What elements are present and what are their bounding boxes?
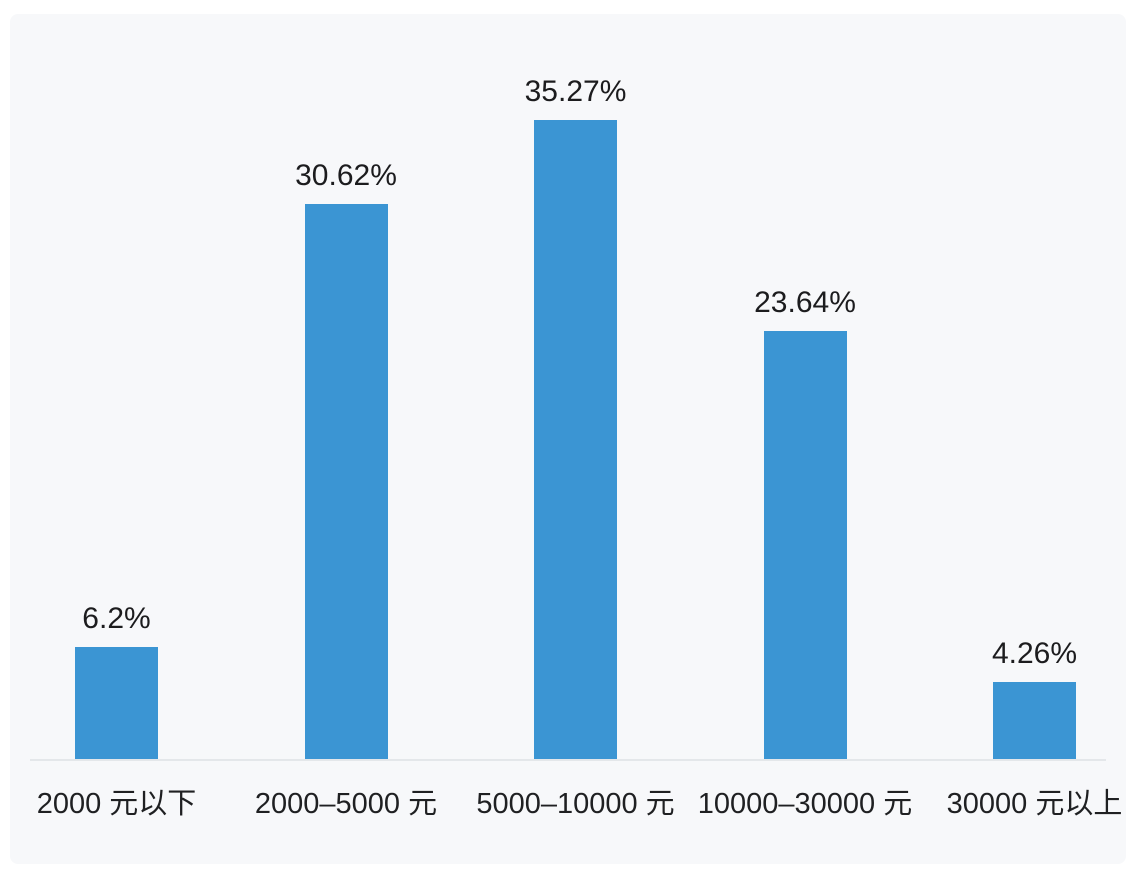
x-axis-tick-label: 2000–5000 元 bbox=[254, 788, 438, 820]
bar bbox=[304, 204, 388, 759]
bar-value-label: 4.26% bbox=[991, 637, 1078, 670]
bar-value-label: 6.2% bbox=[82, 602, 151, 635]
bar-value-label: 30.62% bbox=[295, 159, 397, 192]
x-axis-tick-label: 10000–30000 元 bbox=[697, 788, 913, 820]
x-axis-tick-label: 30000 元以上 bbox=[946, 788, 1123, 820]
bar-value-label: 23.64% bbox=[754, 286, 856, 319]
bar-value-label: 35.27% bbox=[524, 75, 627, 108]
bar bbox=[763, 331, 847, 759]
x-axis-line bbox=[30, 759, 1106, 761]
bar bbox=[75, 647, 158, 759]
x-axis-tick-label: 2000 元以下 bbox=[36, 788, 197, 820]
bar bbox=[534, 120, 617, 759]
x-axis-tick-label: 5000–10000 元 bbox=[476, 788, 675, 820]
bar bbox=[993, 682, 1076, 759]
